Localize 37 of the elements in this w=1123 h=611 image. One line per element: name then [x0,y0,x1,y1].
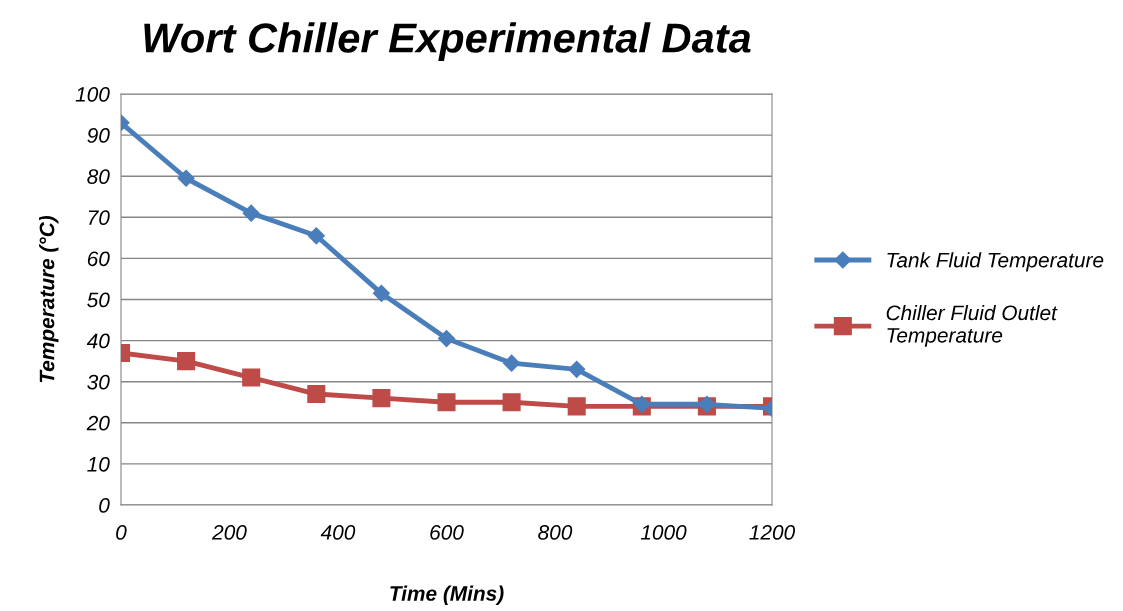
y-tick-label: 10 [87,456,110,472]
x-tick-label: 800 [538,524,573,540]
point [437,393,456,412]
point [307,385,326,404]
x-tick-label: 0 [116,524,127,540]
chart-title: Wort Chiller Experimental Data [144,22,751,61]
y-tick-label: 100 [75,87,110,102]
x-tick-label: 200 [212,524,247,540]
point [568,360,586,378]
point [177,169,195,187]
legend-label: Chiller Fluid Outlet Temperature [886,304,1058,347]
point [567,397,586,416]
point [177,352,196,371]
point [437,329,456,348]
point [242,204,260,222]
y-tick-label: 80 [87,169,110,184]
point [372,389,391,408]
point [503,354,521,372]
y-axis-title: Temperature (°C) [39,215,59,383]
x-tick-label: 400 [320,524,356,540]
y-tick-label: 0 [99,498,110,513]
y-tick-label: 40 [86,333,110,349]
x-axis-title: Time (Mins) [390,585,504,605]
x-tick-label: 1200 [749,524,795,540]
legend-label: Tank Fluid Temperature [887,252,1104,272]
y-tick-label: 60 [87,251,110,267]
y-tick-label: 70 [88,210,110,226]
point [372,284,390,302]
y-tick-label: 90 [87,128,110,143]
point [502,393,521,412]
x-tick-label: 600 [430,524,464,540]
point [307,227,325,245]
x-tick-label: 1000 [640,524,687,540]
y-tick-label: 20 [86,415,110,431]
y-tick-label: 30 [87,374,110,390]
point [242,368,261,387]
y-tick-label: 50 [87,292,110,308]
